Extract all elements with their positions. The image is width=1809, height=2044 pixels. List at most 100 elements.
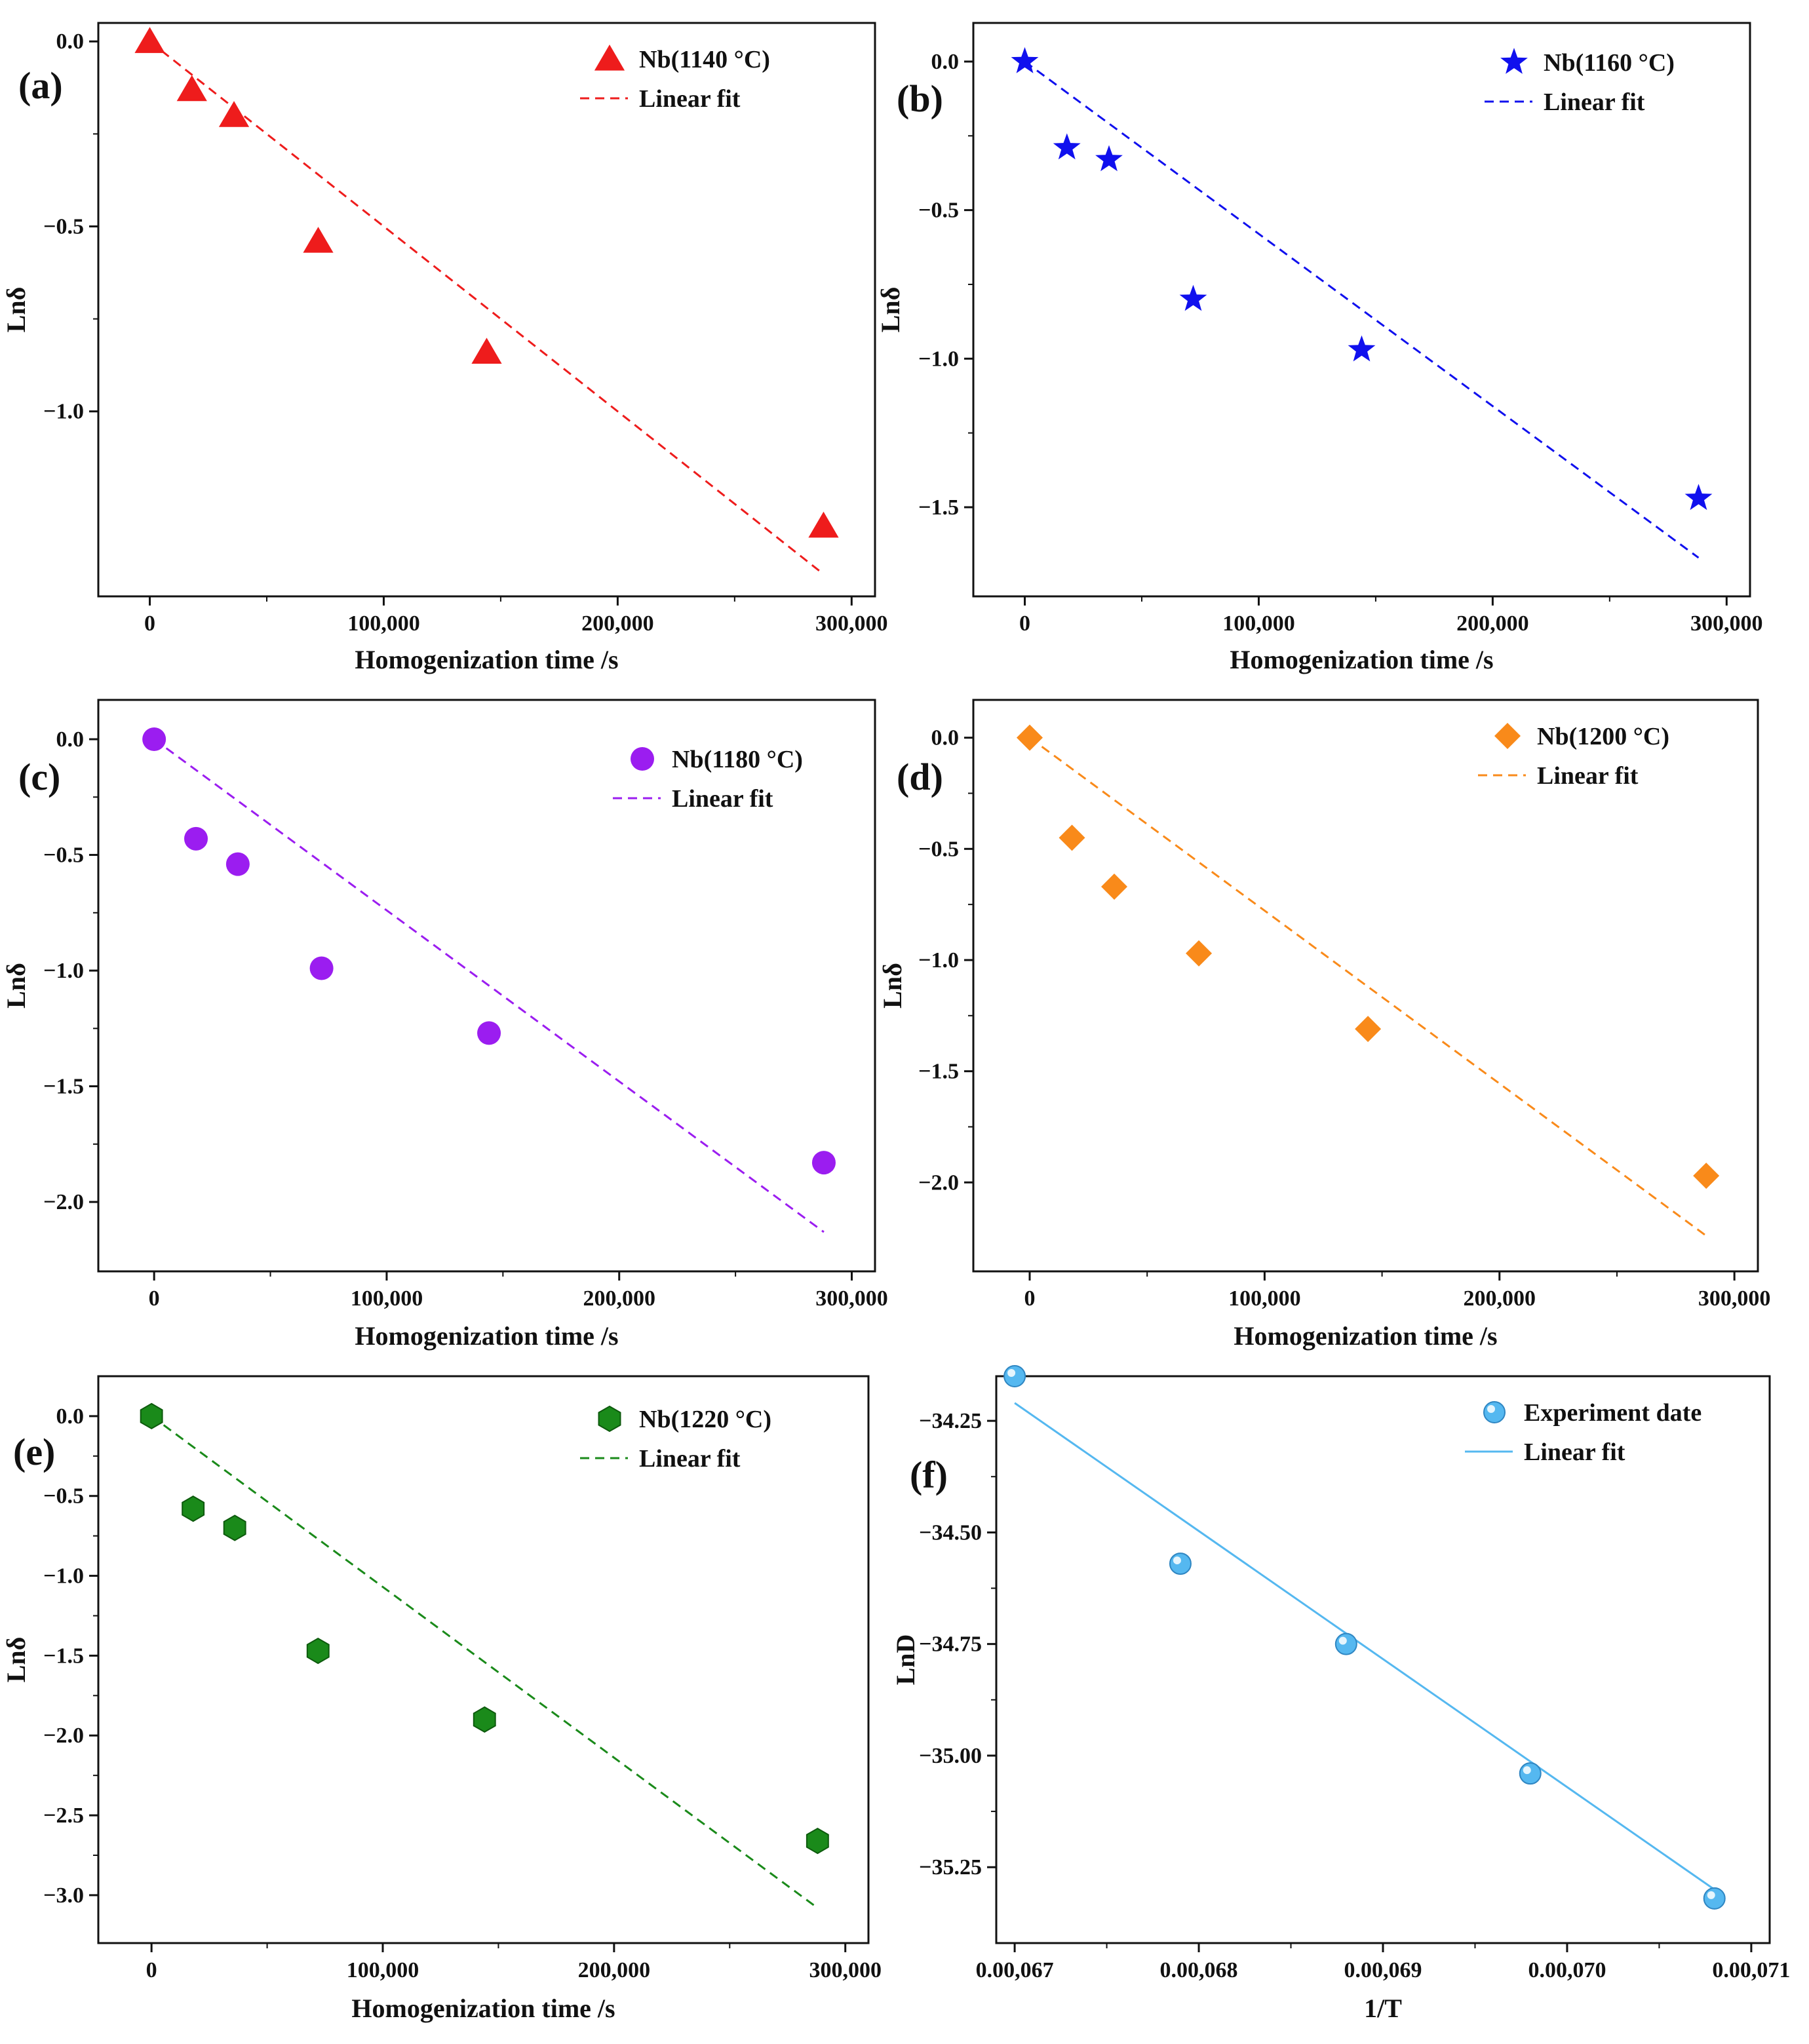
fit-line	[151, 1415, 819, 1909]
data-point	[1179, 284, 1207, 311]
x-tick-label: 0.00,069	[1344, 1958, 1422, 1982]
y-tick-label: 0.0	[931, 726, 960, 750]
data-point	[223, 1514, 246, 1541]
legend-label-fit: Linear fit	[672, 785, 773, 813]
data-point	[309, 956, 334, 980]
y-axis-title: Lnδ	[878, 963, 907, 1009]
legend-marker	[1494, 723, 1521, 749]
x-tick-label: 0.00,068	[1160, 1958, 1238, 1982]
x-tick-label: 300,000	[1698, 1286, 1771, 1311]
legend-label-data: Nb(1180 °C)	[672, 746, 803, 773]
y-tick-label: −1.0	[43, 400, 84, 424]
panel-label: (f)	[910, 1454, 948, 1496]
legend: Nb(1220 °C) Linear fit	[580, 1405, 771, 1473]
legend-label-data: Nb(1220 °C)	[639, 1406, 771, 1433]
y-tick-label: −1.5	[43, 1075, 84, 1099]
data-point	[1693, 1163, 1720, 1189]
data-point	[140, 1402, 163, 1430]
x-tick-label: 0.00,071	[1712, 1958, 1790, 1982]
data-point	[811, 1151, 836, 1175]
chart-panel-d: 0 100,000 200,000 300,000 0.0 −0.5 −1.0 −1.5 −2.…	[878, 699, 1771, 1351]
data-point	[471, 337, 502, 364]
data-point	[303, 227, 334, 253]
x-tick-label: 100,000	[347, 1958, 419, 1982]
chart-panel-f: 0.00,067 0.00,068 0.00,069 0.00,070 0.00,071…	[891, 1365, 1790, 2023]
y-tick-label: −2.0	[43, 1724, 84, 1748]
y-axis-title: Lnδ	[1, 1637, 31, 1683]
plot-frame	[97, 1375, 870, 1944]
data-point	[1095, 145, 1123, 172]
x-tick-label: 200,000	[583, 1286, 655, 1311]
legend-label-fit: Linear fit	[1537, 762, 1639, 790]
data-point	[142, 727, 166, 752]
x-tick-label: 200,000	[581, 611, 654, 636]
panel-label: (d)	[897, 756, 943, 798]
legend-label-data: Nb(1200 °C)	[1537, 723, 1669, 750]
chart-panel-a: 0 100,000 200,000 300,000 0.0 −0.5 −1.0 Homogen…	[1, 22, 888, 674]
y-tick-label: −0.5	[918, 199, 959, 223]
legend: Nb(1160 °C) Linear fit	[1485, 48, 1675, 116]
data-point	[176, 75, 207, 102]
data-point	[306, 1637, 330, 1665]
x-axis-title: Homogenization time /s	[355, 645, 618, 674]
y-tick-label: −1.0	[43, 959, 84, 983]
fit-line	[1029, 737, 1707, 1237]
x-tick-label: 100,000	[351, 1286, 423, 1311]
fit-line	[1024, 60, 1700, 559]
y-tick-label: −34.50	[919, 1520, 982, 1545]
data-point	[477, 1021, 501, 1045]
data-point	[1003, 1365, 1026, 1387]
chart-panel-c: 0 100,000 200,000 300,000 0.0 −0.5 −1.0 −1.5 −2.…	[1, 699, 888, 1351]
y-axis-title: Lnδ	[1, 963, 31, 1009]
plot-frame	[972, 699, 1759, 1273]
panel-label: (e)	[13, 1431, 55, 1473]
y-tick-label: −1.0	[918, 948, 959, 973]
data-point	[1348, 335, 1376, 362]
y-tick-label: −1.0	[918, 347, 959, 371]
data-point	[184, 826, 208, 851]
y-tick-label: −35.25	[919, 1855, 982, 1880]
data-point	[806, 1827, 829, 1855]
y-tick-label: −1.5	[918, 1060, 959, 1084]
fit-line	[149, 41, 825, 575]
y-tick-label: −34.75	[919, 1632, 982, 1657]
data-point	[1355, 1016, 1382, 1043]
legend-marker	[631, 747, 654, 771]
chart-panel-e: 0 100,000 200,000 300,000 0.0 −0.5 −1.0 −1.5 −2.…	[1, 1375, 882, 2023]
data-point	[1519, 1762, 1542, 1785]
y-tick-label: −2.5	[43, 1803, 84, 1828]
data-point	[134, 27, 165, 53]
data-point	[218, 101, 250, 127]
x-tick-label: 200,000	[578, 1958, 651, 1982]
x-tick-label: 0	[146, 1958, 157, 1982]
y-tick-label: −2.0	[918, 1170, 959, 1195]
y-tick-label: −2.0	[43, 1190, 84, 1214]
x-tick-label: 0.00,067	[976, 1958, 1054, 1982]
y-tick-label: 0.0	[56, 29, 85, 54]
legend-label-fit: Linear fit	[639, 85, 741, 113]
x-tick-label: 300,000	[809, 1958, 882, 1982]
x-axis-title: Homogenization time /s	[1234, 1321, 1497, 1351]
x-tick-label: 0	[149, 1286, 160, 1311]
chart-panel-b: 0 100,000 200,000 300,000 0.0 −0.5 −1.0 −1.5 Hom…	[876, 22, 1763, 674]
y-tick-label: −1.5	[918, 495, 959, 520]
x-tick-label: 0	[144, 611, 155, 636]
y-axis-title: LnD	[891, 1634, 920, 1686]
legend-label-data: Nb(1160 °C)	[1544, 49, 1675, 77]
panel-label: (b)	[897, 77, 943, 120]
fit-line	[153, 738, 825, 1233]
legend: Nb(1140 °C) Linear fit	[580, 45, 770, 113]
x-axis-title: 1/T	[1364, 1994, 1402, 2023]
x-tick-label: 100,000	[1228, 1286, 1301, 1311]
x-tick-label: 200,000	[1456, 611, 1529, 636]
data-point	[182, 1495, 205, 1522]
legend-marker	[598, 1405, 621, 1433]
legend: Nb(1180 °C) Linear fit	[613, 746, 803, 813]
y-tick-label: −1.0	[43, 1564, 84, 1589]
y-tick-label: −0.5	[43, 214, 84, 239]
legend: Experiment date Linear fit	[1465, 1399, 1702, 1466]
plot-frame	[97, 22, 876, 598]
data-point	[1011, 47, 1039, 73]
y-tick-label: −0.5	[918, 837, 959, 861]
